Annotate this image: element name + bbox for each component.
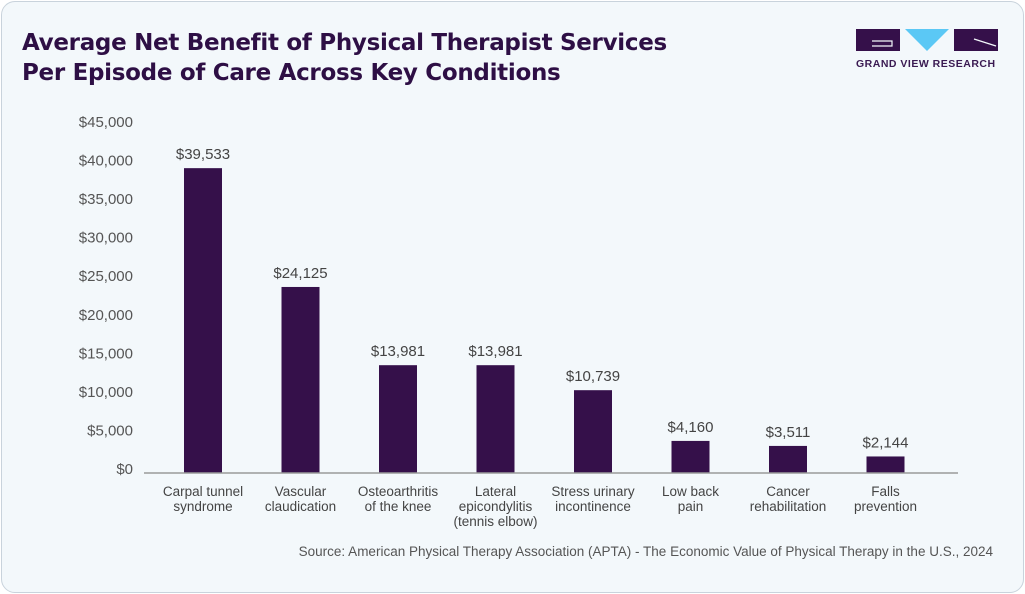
title-line-2: Per Episode of Care Across Key Condition… <box>22 60 561 86</box>
y-tick-label: $20,000 <box>79 307 133 324</box>
bar <box>574 390 612 473</box>
bar <box>476 365 515 473</box>
bar <box>281 286 320 473</box>
bar <box>184 168 222 473</box>
bar <box>379 365 417 473</box>
x-tick-label: of the knee <box>365 499 432 514</box>
x-tick-label: (tennis elbow) <box>453 514 537 529</box>
y-tick-label: $15,000 <box>79 345 133 362</box>
x-tick-label: Low back <box>662 484 719 499</box>
x-tick-label: Vascular <box>275 484 327 499</box>
y-tick-label: $10,000 <box>79 384 133 401</box>
data-label: $2,144 <box>863 434 909 451</box>
x-tick-label: Falls <box>871 484 900 499</box>
data-label: $4,160 <box>668 419 714 436</box>
x-tick-label: Cancer <box>766 484 810 499</box>
data-label: $13,981 <box>468 343 522 360</box>
y-tick-label: $45,000 <box>79 114 133 131</box>
y-tick-label: $0 <box>116 461 133 478</box>
data-label: $10,739 <box>566 368 620 385</box>
x-tick-label: rehabilitation <box>750 499 827 514</box>
x-tick-label: Osteoarthritis <box>358 484 439 499</box>
x-tick-label: claudication <box>265 499 336 514</box>
x-tick-label: pain <box>678 499 704 514</box>
data-label: $39,533 <box>176 146 230 163</box>
data-label: $24,125 <box>273 265 327 282</box>
grand-view-research-logo <box>856 29 998 51</box>
y-tick-label: $35,000 <box>79 191 133 208</box>
x-tick-label: epicondylitis <box>459 499 533 514</box>
y-tick-label: $5,000 <box>87 422 133 439</box>
x-tick-label: Stress urinary <box>551 484 635 499</box>
bar <box>866 456 905 473</box>
bar <box>671 440 710 473</box>
y-tick-label: $40,000 <box>79 153 133 170</box>
x-tick-label: prevention <box>854 499 917 514</box>
source-note: Source: American Physical Therapy Associ… <box>298 544 993 559</box>
x-tick-label: syndrome <box>173 499 232 514</box>
chart-title: Average Net Benefit of Physical Therapis… <box>22 28 667 88</box>
data-label: $3,511 <box>766 424 811 441</box>
x-tick-label: Lateral <box>475 484 516 499</box>
y-tick-label: $30,000 <box>79 230 133 247</box>
logo-text: GRAND VIEW RESEARCH <box>856 58 996 70</box>
x-tick-label: incontinence <box>555 499 631 514</box>
x-tick-label: Carpal tunnel <box>163 484 243 499</box>
y-tick-label: $25,000 <box>79 268 133 285</box>
title-line-1: Average Net Benefit of Physical Therapis… <box>22 30 667 56</box>
data-label: $13,981 <box>371 343 425 360</box>
bar <box>769 445 807 473</box>
